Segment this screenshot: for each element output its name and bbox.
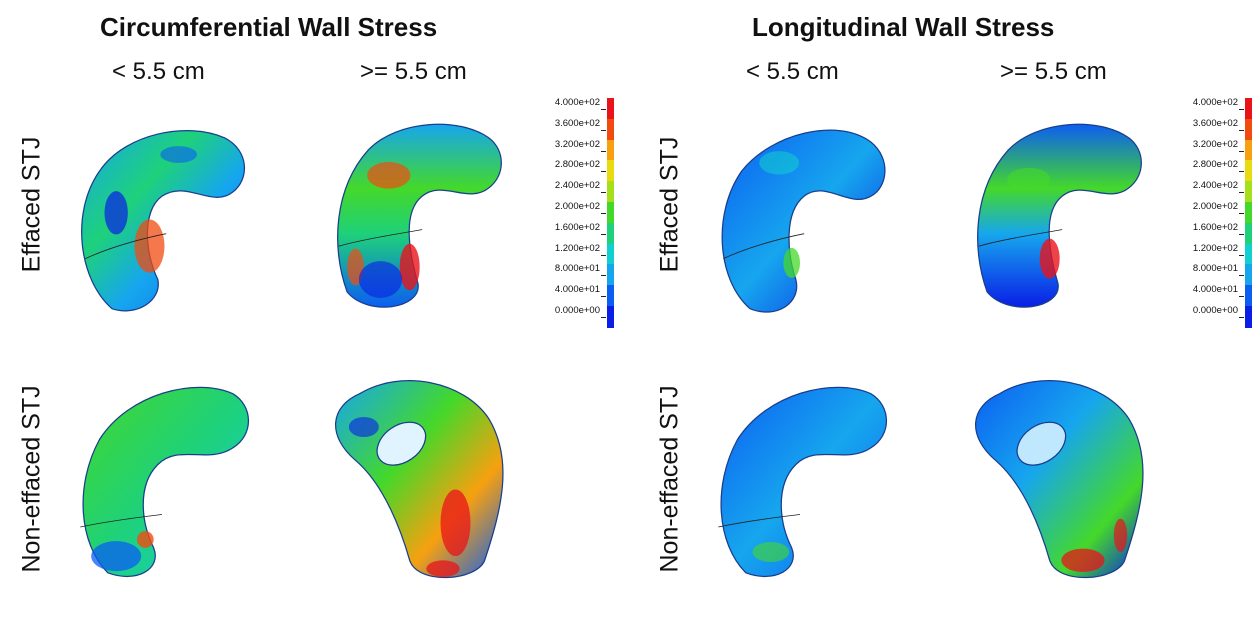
circumferential-legend-tick: [601, 171, 606, 173]
circumferential-legend-label: 0.000e+00: [554, 305, 600, 316]
circumferential-legend-tick: [601, 254, 606, 256]
circumferential-legend-tick: [601, 192, 606, 194]
longitudinal-legend-tick: [1239, 213, 1244, 214]
longitudinal-legend-swatch: [1245, 285, 1252, 307]
circumferential-legend-tick: [601, 275, 606, 277]
title-circumferential: Circumferential Wall Stress: [100, 12, 438, 42]
row-label-noneffaced-left: Non-effaced STJ: [17, 385, 46, 573]
aorta-circ-noneffaced-small: [80, 386, 249, 578]
longitudinal-legend-tick: [1239, 129, 1244, 131]
longitudinal-legend-label: 3.600e+02: [1192, 117, 1238, 129]
row-label-noneffaced-right: Non-effaced STJ: [655, 385, 684, 573]
longitudinal-legend-tick: [1239, 317, 1244, 318]
circumferential-legend-label: 2.000e+02: [554, 201, 600, 212]
circumferential-legend-swatch: [607, 118, 614, 141]
longitudinal-legend-tick: [1239, 109, 1244, 110]
col-label-long-small: < 5.5 cm: [746, 58, 839, 85]
circumferential-legend-swatch: [607, 222, 614, 245]
circumferential-legend-label: 2.800e+02: [554, 159, 600, 171]
longitudinal-legend-swatch: [1245, 202, 1252, 224]
longitudinal-legend-swatch: [1245, 118, 1252, 141]
circumferential-legend-swatch: [607, 139, 614, 162]
circumferential-legend-swatch: [607, 306, 614, 328]
aorta-long-noneffaced-large: [975, 380, 1144, 579]
circumferential-legend-tick: [601, 109, 606, 110]
longitudinal-legend-label: 2.800e+02: [1192, 159, 1238, 171]
longitudinal-legend-swatch: [1245, 306, 1252, 328]
longitudinal-legend-tick: [1239, 275, 1244, 277]
aorta-circ-effaced-small: [81, 129, 246, 312]
longitudinal-legend-tick: [1239, 192, 1244, 194]
circumferential-legend-label: 4.000e+01: [554, 284, 600, 296]
row-label-effaced-right: Effaced STJ: [655, 136, 684, 273]
col-label-circ-large: >= 5.5 cm: [360, 58, 467, 85]
circumferential-legend-tick: [601, 129, 606, 131]
circumferential-legend-swatch: [607, 264, 614, 287]
aorta-circ-effaced-large: [337, 123, 502, 308]
circumferential-legend-label: 3.200e+02: [554, 138, 600, 150]
longitudinal-legend-label: 0.000e+00: [1192, 305, 1238, 316]
circumferential-legend-tick: [601, 296, 606, 298]
aorta-long-noneffaced-small: [718, 386, 887, 578]
circumferential-legend-label: 1.200e+02: [554, 242, 600, 254]
col-label-long-large: >= 5.5 cm: [1000, 58, 1107, 85]
longitudinal-legend-swatch: [1245, 98, 1252, 120]
longitudinal-legend-tick: [1239, 150, 1244, 152]
longitudinal-legend-label: 2.400e+02: [1192, 180, 1238, 192]
col-label-circ-small: < 5.5 cm: [112, 58, 205, 85]
row-label-effaced-left: Effaced STJ: [17, 136, 46, 273]
circumferential-legend-tick: [601, 213, 606, 214]
circumferential-legend-tick: [601, 150, 606, 152]
longitudinal-legend-label: 2.000e+02: [1192, 201, 1238, 212]
legend-longitudinal: 4.000e+02 3.600e+02 3.200e+02 2.800e+02 2.40…: [1172, 97, 1252, 328]
longitudinal-legend-swatch: [1245, 243, 1252, 266]
longitudinal-legend-tick: [1239, 254, 1244, 256]
circumferential-legend-swatch: [607, 98, 614, 120]
circumferential-legend-swatch: [607, 285, 614, 307]
longitudinal-legend-tick: [1239, 296, 1244, 298]
longitudinal-legend-tick: [1239, 233, 1244, 235]
aorta-circ-noneffaced-large: [335, 380, 504, 579]
longitudinal-legend-label: 1.200e+02: [1192, 242, 1238, 254]
longitudinal-legend-label: 1.600e+02: [1192, 221, 1238, 233]
circumferential-legend-label: 4.000e+02: [554, 97, 600, 108]
longitudinal-legend-label: 3.200e+02: [1192, 138, 1238, 150]
circumferential-legend-label: 3.600e+02: [554, 117, 600, 129]
circumferential-legend-swatch: [607, 243, 614, 266]
aorta-long-effaced-large: [977, 123, 1142, 308]
circumferential-legend-swatch: [607, 181, 614, 203]
longitudinal-legend-label: 8.000e+01: [1192, 263, 1238, 275]
longitudinal-legend-swatch: [1245, 264, 1252, 287]
circumferential-legend-label: 2.400e+02: [554, 180, 600, 192]
circumferential-legend-tick: [601, 233, 606, 235]
circumferential-legend-label: 8.000e+01: [554, 263, 600, 275]
longitudinal-legend-swatch: [1245, 222, 1252, 245]
circumferential-legend-swatch: [607, 160, 614, 183]
longitudinal-legend-tick: [1239, 171, 1244, 173]
longitudinal-legend-label: 4.000e+02: [1192, 97, 1238, 108]
longitudinal-legend-swatch: [1245, 160, 1252, 183]
circumferential-legend-swatch: [607, 202, 614, 224]
longitudinal-legend-label: 4.000e+01: [1192, 284, 1238, 296]
longitudinal-legend-swatch: [1245, 139, 1252, 162]
circumferential-legend-label: 1.600e+02: [554, 221, 600, 233]
circumferential-legend-tick: [601, 317, 606, 318]
aorta-long-effaced-small: [721, 129, 886, 313]
legend-circumferential: 4.000e+02 3.600e+02 3.200e+02 2.800e+02 2.40…: [534, 97, 614, 328]
longitudinal-legend-swatch: [1245, 181, 1252, 203]
title-longitudinal: Longitudinal Wall Stress: [752, 12, 1055, 42]
